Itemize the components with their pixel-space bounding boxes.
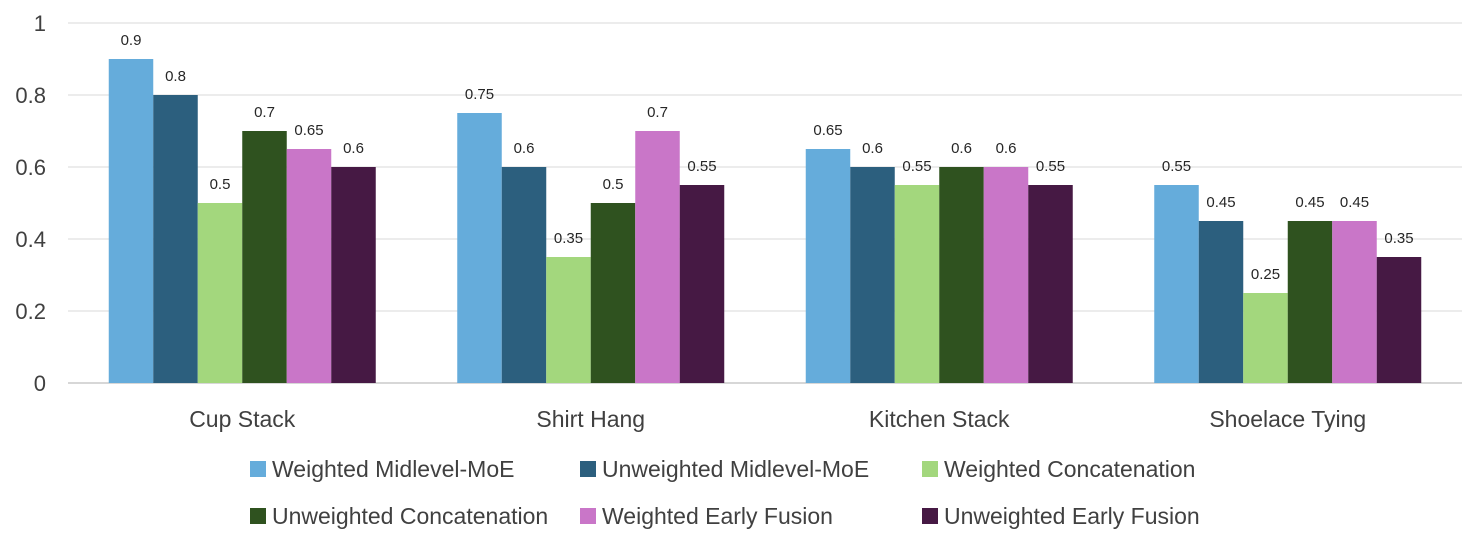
bar-weighted-concatenation-cup-stack [197, 203, 243, 383]
data-label: 0.45 [1206, 194, 1235, 211]
category-label: Kitchen Stack [869, 406, 1010, 432]
data-label: 0.55 [1162, 158, 1191, 175]
legend: Weighted Midlevel-MoE Unweighted Midlevel… [250, 456, 1200, 529]
legend-swatch [922, 461, 938, 477]
legend-swatch [250, 461, 266, 477]
y-tick-label: 0 [34, 371, 46, 396]
category-label: Shoelace Tying [1209, 406, 1366, 432]
data-label: 0.35 [1384, 230, 1413, 247]
bar-unweighted-midlevel-moe-shoelace-tying [1198, 221, 1244, 383]
legend-item: Weighted Midlevel-MoE [250, 456, 514, 482]
y-tick-label: 0.8 [15, 83, 46, 108]
legend-item: Unweighted Early Fusion [922, 503, 1200, 529]
legend-label: Weighted Midlevel-MoE [272, 456, 514, 482]
bar-weighted-early-fusion-shirt-hang [635, 131, 680, 383]
data-label: 0.7 [647, 104, 668, 121]
legend-item: Unweighted Midlevel-MoE [580, 456, 869, 482]
data-label: 0.6 [996, 140, 1017, 157]
bar-unweighted-concatenation-shoelace-tying [1287, 221, 1333, 383]
data-label: 0.6 [343, 140, 364, 157]
data-label: 0.25 [1251, 266, 1280, 283]
legend-label: Weighted Early Fusion [602, 503, 833, 529]
bars [108, 59, 1422, 383]
data-label: 0.55 [1036, 158, 1065, 175]
legend-swatch [580, 461, 596, 477]
data-label: 0.65 [294, 122, 323, 139]
bar-unweighted-early-fusion-kitchen-stack [1028, 185, 1073, 383]
bar-weighted-concatenation-kitchen-stack [894, 185, 940, 383]
legend-item: Unweighted Concatenation [250, 503, 548, 529]
data-label: 0.8 [165, 68, 186, 85]
bar-unweighted-concatenation-cup-stack [242, 131, 287, 383]
bar-unweighted-early-fusion-cup-stack [331, 167, 376, 383]
data-labels: 0.9 0.8 0.5 0.7 0.65 0.6 0.75 0.6 0.35 0.5 0.7 0.55… [121, 32, 1414, 283]
data-label: 0.5 [210, 176, 231, 193]
legend-swatch [580, 508, 596, 524]
bar-weighted-midlevel-moe-shirt-hang [457, 113, 502, 383]
bar-weighted-early-fusion-shoelace-tying [1332, 221, 1377, 383]
y-tick-label: 1 [34, 11, 46, 36]
bar-weighted-early-fusion-kitchen-stack [983, 167, 1029, 383]
category-label: Shirt Hang [536, 406, 645, 432]
bar-unweighted-concatenation-kitchen-stack [939, 167, 984, 383]
bar-weighted-midlevel-moe-shoelace-tying [1154, 185, 1199, 383]
data-label: 0.55 [902, 158, 931, 175]
data-label: 0.6 [514, 140, 535, 157]
y-axis-ticks: 0 0.2 0.4 0.6 0.8 1 [15, 11, 46, 396]
data-label: 0.75 [465, 86, 494, 103]
y-tick-label: 0.4 [15, 227, 46, 252]
data-label: 0.55 [687, 158, 716, 175]
data-label: 0.6 [951, 140, 972, 157]
legend-label: Unweighted Concatenation [272, 503, 548, 529]
data-label: 0.5 [603, 176, 624, 193]
bar-unweighted-midlevel-moe-cup-stack [153, 95, 198, 383]
x-axis-categories: Cup Stack Shirt Hang Kitchen Stack Shoelace… [189, 406, 1366, 432]
bar-weighted-concatenation-shoelace-tying [1243, 293, 1288, 383]
data-label: 0.6 [862, 140, 883, 157]
y-tick-label: 0.6 [15, 155, 46, 180]
data-label: 0.65 [813, 122, 842, 139]
bar-unweighted-midlevel-moe-kitchen-stack [850, 167, 895, 383]
bar-unweighted-concatenation-shirt-hang [590, 203, 636, 383]
legend-swatch [922, 508, 938, 524]
y-tick-label: 0.2 [15, 299, 46, 324]
data-label: 0.45 [1295, 194, 1324, 211]
category-label: Cup Stack [189, 406, 296, 432]
data-label: 0.45 [1340, 194, 1369, 211]
bar-unweighted-early-fusion-shirt-hang [679, 185, 725, 383]
legend-label: Weighted Concatenation [944, 456, 1195, 482]
legend-label: Unweighted Midlevel-MoE [602, 456, 869, 482]
data-label: 0.9 [121, 32, 142, 49]
bar-weighted-midlevel-moe-cup-stack [108, 59, 154, 383]
legend-swatch [250, 508, 266, 524]
bar-weighted-midlevel-moe-kitchen-stack [805, 149, 851, 383]
data-label: 0.7 [254, 104, 275, 121]
legend-item: Weighted Early Fusion [580, 503, 833, 529]
legend-label: Unweighted Early Fusion [944, 503, 1200, 529]
bar-unweighted-early-fusion-shoelace-tying [1376, 257, 1422, 383]
bar-unweighted-midlevel-moe-shirt-hang [501, 167, 547, 383]
data-label: 0.35 [554, 230, 583, 247]
bar-weighted-early-fusion-cup-stack [286, 149, 332, 383]
bar-weighted-concatenation-shirt-hang [546, 257, 591, 383]
legend-item: Weighted Concatenation [922, 456, 1195, 482]
